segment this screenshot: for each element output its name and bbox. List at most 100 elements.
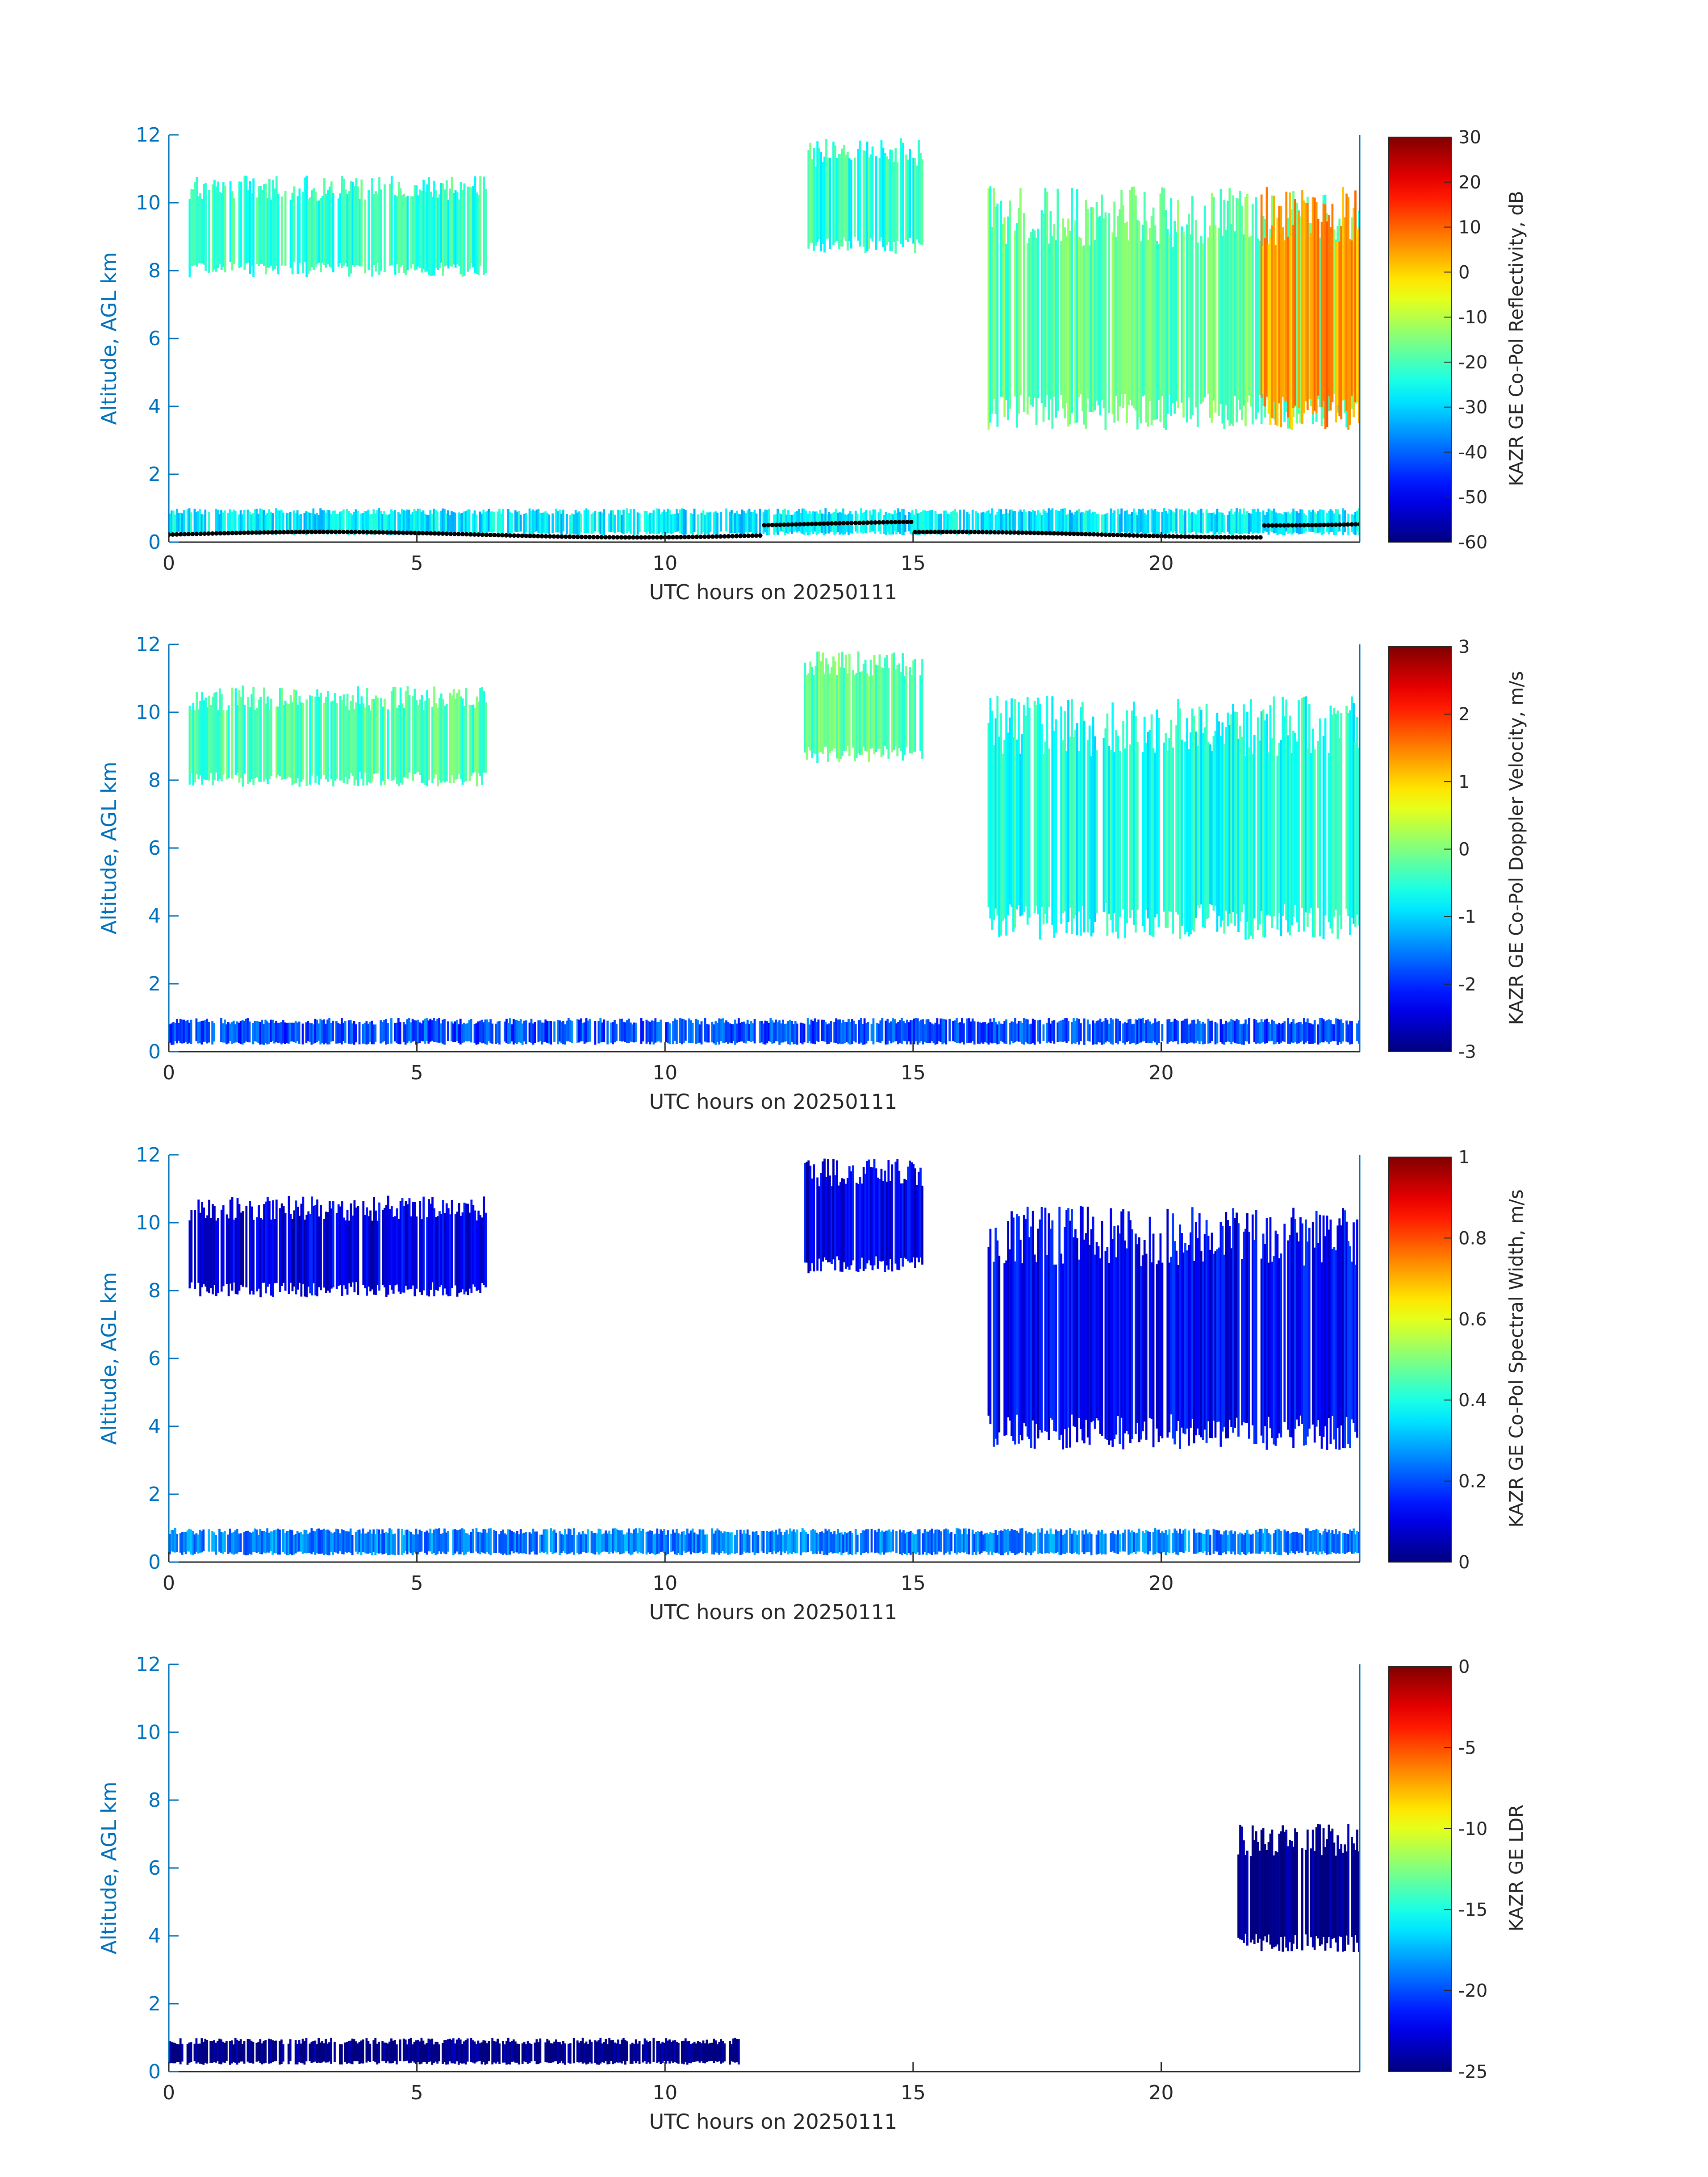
cloud-base-markers xyxy=(169,519,1360,540)
x-tick-label: 0 xyxy=(163,1061,175,1084)
colorbar-tick-label: 0.2 xyxy=(1458,1471,1487,1492)
x-tick-label: 15 xyxy=(901,2081,926,2104)
colorbar-tick-label: -15 xyxy=(1458,1900,1487,1920)
y-tick-label: 6 xyxy=(148,1347,161,1370)
cloud-region-1 xyxy=(188,1195,487,1298)
y-tick-label: 2 xyxy=(148,463,161,486)
y-tick-label: 2 xyxy=(148,1483,161,1506)
y-tick-label: 6 xyxy=(148,837,161,860)
colorbar-tick-label: 10 xyxy=(1458,217,1481,238)
y-tick-label: 10 xyxy=(136,1721,161,1744)
colorbar-tick-label: 2 xyxy=(1458,704,1470,725)
panel-2-field xyxy=(169,651,1360,1045)
panel-4-field xyxy=(169,1824,1360,2065)
y-tick-label: 8 xyxy=(148,769,161,792)
colorbar-label: KAZR GE Co-Pol Spectral Width, m/s xyxy=(1505,1189,1527,1527)
cloud-region-1 xyxy=(188,175,487,278)
x-tick-label: 0 xyxy=(163,552,175,575)
y-tick-label: 10 xyxy=(136,1212,161,1234)
y-tick-label: 6 xyxy=(148,327,161,350)
cloud-region-3 xyxy=(987,1206,1358,1450)
colorbar-tick-label: 1 xyxy=(1458,772,1470,792)
cloud-region-2 xyxy=(804,1158,923,1274)
colorbar-tick-label: 0 xyxy=(1458,1552,1470,1573)
y-tick-label: 12 xyxy=(136,124,161,146)
y-tick-label: 8 xyxy=(148,259,161,282)
y-tick-label: 4 xyxy=(148,905,161,928)
y-tick-label: 0 xyxy=(148,1040,161,1063)
colorbar-tick-label: -30 xyxy=(1458,397,1487,418)
colorbar-gradient xyxy=(1388,1157,1452,1563)
colorbar-gradient xyxy=(1388,646,1452,1052)
x-tick-label: 15 xyxy=(901,1572,926,1595)
y-tick-label: 8 xyxy=(148,1279,161,1302)
y-tick-label: 10 xyxy=(136,701,161,724)
y-axis-label: Altitude, AGL km xyxy=(97,1272,121,1445)
colorbar-tick-label: 0 xyxy=(1458,262,1470,283)
colorbar-tick-label: -25 xyxy=(1458,2062,1487,2082)
y-tick-label: 2 xyxy=(148,1993,161,2015)
x-axis-label: UTC hours on 20250111 xyxy=(649,1600,898,1624)
colorbar-tick-label: -5 xyxy=(1458,1738,1476,1758)
cloud-region-2 xyxy=(807,138,923,254)
colorbar-tick-label: 20 xyxy=(1458,172,1481,193)
colorbar-tick-label: 1 xyxy=(1458,1147,1470,1168)
x-tick-label: 20 xyxy=(1149,2081,1174,2104)
y-axis-label: Altitude, AGL km xyxy=(97,252,121,425)
y-tick-label: 4 xyxy=(148,1415,161,1438)
colorbar-tick-label: 0.6 xyxy=(1458,1309,1487,1330)
x-tick-label: 20 xyxy=(1149,1572,1174,1595)
colorbar-tick-label: 0.8 xyxy=(1458,1228,1487,1249)
y-tick-label: 12 xyxy=(136,1144,161,1166)
y-tick-label: 6 xyxy=(148,1857,161,1880)
cloud-region-2 xyxy=(169,2038,740,2065)
x-axis-label: UTC hours on 20250111 xyxy=(649,580,898,604)
colorbar-tick-label: -20 xyxy=(1458,352,1487,373)
cloud-region-1 xyxy=(188,685,487,787)
colorbar-gradient xyxy=(1388,1666,1452,2072)
x-tick-label: 5 xyxy=(411,1572,423,1595)
colorbar-tick-label: 3 xyxy=(1458,637,1470,657)
panel-1-field xyxy=(169,138,1360,540)
cloud-region-4 xyxy=(1260,187,1360,430)
panel-3: 0 2 4 6 8 10 12 0 5 10 15 20 UTC hours on 20250111 Al… xyxy=(97,1144,1527,1624)
colorbar-tick-label: -50 xyxy=(1458,487,1487,508)
colorbar-label: KAZR GE Co-Pol Reflectivity, dB xyxy=(1505,191,1527,486)
x-tick-label: 10 xyxy=(652,1572,677,1595)
x-tick-label: 15 xyxy=(901,1061,926,1084)
panel-1: 0 2 4 6 8 10 12 0 5 10 15 20 UTC hours on 20250111 Al… xyxy=(97,124,1527,604)
x-tick-label: 20 xyxy=(1149,552,1174,575)
colorbar-label: KAZR GE Co-Pol Doppler Velocity, m/s xyxy=(1505,671,1527,1025)
y-tick-label: 12 xyxy=(136,1653,161,1676)
y-tick-label: 0 xyxy=(148,2060,161,2083)
x-tick-label: 10 xyxy=(652,2081,677,2104)
y-axis-label: Altitude, AGL km xyxy=(97,761,121,934)
colorbar-tick-label: -1 xyxy=(1458,907,1476,928)
y-tick-label: 4 xyxy=(148,395,161,418)
cloud-region-1 xyxy=(1237,1824,1360,1952)
y-tick-label: 0 xyxy=(148,1551,161,1574)
colorbar-tick-label: 0 xyxy=(1458,1657,1470,1677)
x-tick-label: 10 xyxy=(652,1061,677,1084)
colorbar-tick-label: 0 xyxy=(1458,840,1470,860)
y-tick-label: 10 xyxy=(136,192,161,214)
colorbar-tick-label: -10 xyxy=(1458,307,1487,328)
colorbar-2: -3 -2 -1 0 1 2 3 KAZR GE Co-Pol Doppler Velocit… xyxy=(1388,637,1527,1062)
colorbar-3: 0 0.2 0.4 0.6 0.8 1 KAZR GE Co-Pol Spectral Wi… xyxy=(1388,1147,1527,1573)
colorbar-tick-label: -40 xyxy=(1458,442,1487,463)
colorbar-4: -25 -20 -15 -10 -5 0 KAZR GE LDR xyxy=(1388,1657,1527,2082)
y-axis-label: Altitude, AGL km xyxy=(97,1781,121,1954)
colorbar-label: KAZR GE LDR xyxy=(1505,1805,1527,1931)
x-tick-label: 10 xyxy=(652,552,677,575)
y-tick-label: 2 xyxy=(148,973,161,995)
x-tick-label: 5 xyxy=(411,552,423,575)
cloud-region-2 xyxy=(804,651,923,763)
colorbar-tick-label: 30 xyxy=(1458,127,1481,148)
colorbar-tick-label: 0.4 xyxy=(1458,1390,1487,1411)
colorbar-tick-label: -10 xyxy=(1458,1819,1487,1839)
x-tick-label: 0 xyxy=(163,2081,175,2104)
colorbar-1: -60 -50 -40 -30 -20 -10 0 10 20 30 KAZR GE Co-Pol … xyxy=(1388,127,1527,553)
x-tick-label: 15 xyxy=(901,552,926,575)
